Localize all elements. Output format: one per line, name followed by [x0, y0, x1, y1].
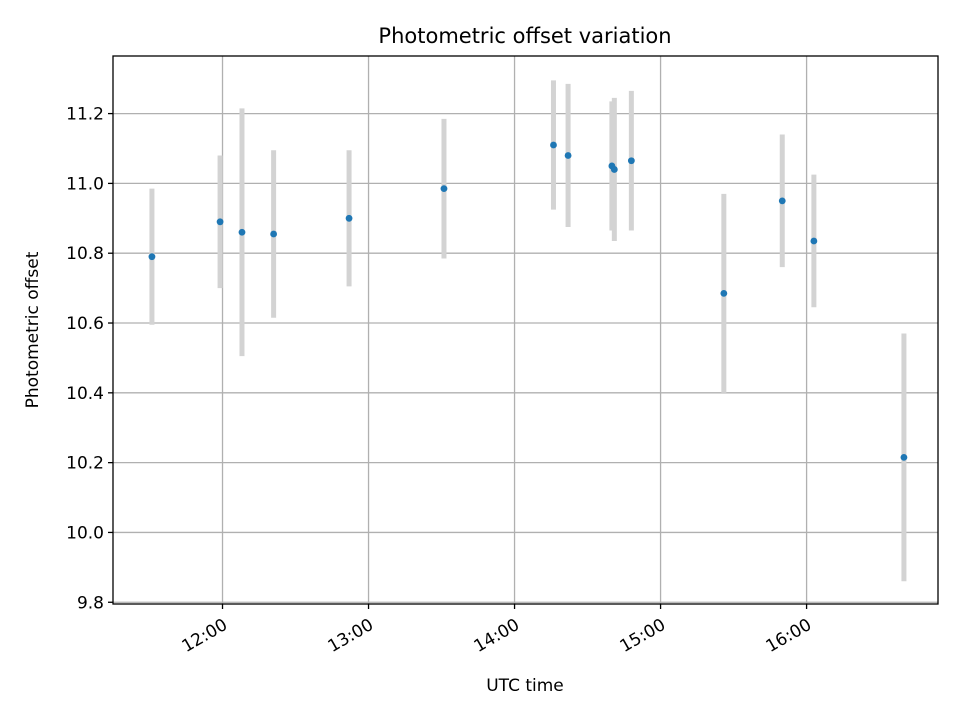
data-point	[627, 157, 635, 165]
y-tick-label: 9.8	[77, 593, 104, 613]
x-axis-label: UTC time	[486, 676, 564, 696]
data-point	[810, 237, 818, 245]
grid	[113, 56, 938, 604]
data-point	[440, 185, 448, 193]
data-point	[778, 197, 786, 205]
data-point	[238, 228, 246, 236]
data-point	[564, 152, 572, 159]
data-points	[148, 141, 908, 461]
data-point	[550, 141, 557, 149]
data-point	[270, 230, 278, 238]
y-axis-ticks: 9.8 10.0 10.2 10.4 10.6 10.8 11.0 11.2	[66, 105, 113, 613]
data-point	[216, 218, 224, 226]
y-tick-label: 10.2	[66, 454, 104, 474]
chart-title: Photometric offset variation	[378, 24, 671, 48]
data-point	[345, 214, 353, 222]
data-point	[148, 253, 156, 261]
y-tick-label: 10.6	[66, 314, 104, 334]
y-tick-label: 10.4	[66, 384, 104, 404]
y-tick-label: 11.0	[66, 174, 104, 194]
y-tick-label: 10.8	[66, 244, 104, 264]
data-point	[720, 289, 728, 297]
plot-frame	[112, 55, 939, 605]
data-point	[610, 166, 618, 173]
y-axis-label: Photometric offset	[23, 251, 43, 408]
y-tick-label: 10.0	[66, 523, 104, 543]
data-point	[900, 454, 908, 461]
y-tick-label: 11.2	[66, 105, 104, 125]
